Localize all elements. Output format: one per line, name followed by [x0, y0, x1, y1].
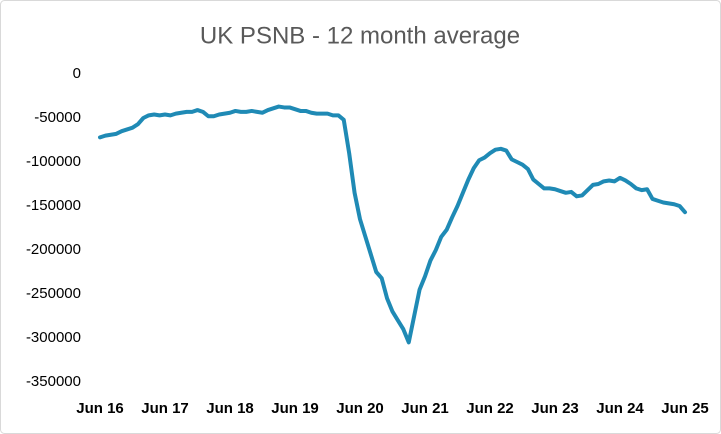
x-tick-label: Jun 20: [336, 400, 384, 417]
y-tick-label: -100000: [26, 153, 81, 170]
x-tick-label: Jun 22: [466, 400, 514, 417]
x-tick-label: Jun 25: [661, 400, 709, 417]
x-tick-label: Jun 16: [76, 400, 124, 417]
x-tick-label: Jun 19: [271, 400, 319, 417]
y-tick-label: 0: [73, 65, 81, 82]
x-tick-label: Jun 18: [206, 400, 254, 417]
y-tick-label: -150000: [26, 197, 81, 214]
y-tick-label: -50000: [34, 109, 81, 126]
line: [98, 104, 687, 345]
x-tick-label: Jun 24: [596, 400, 644, 417]
chart-title: UK PSNB - 12 month average: [200, 22, 520, 49]
x-tick-label: Jun 23: [531, 400, 579, 417]
y-tick-label: -350000: [26, 373, 81, 390]
y-tick-label: -200000: [26, 241, 81, 258]
x-tick-label: Jun 17: [141, 400, 189, 417]
y-tick-label: -300000: [26, 329, 81, 346]
y-tick-label: -250000: [26, 285, 81, 302]
x-tick-label: Jun 21: [401, 400, 449, 417]
